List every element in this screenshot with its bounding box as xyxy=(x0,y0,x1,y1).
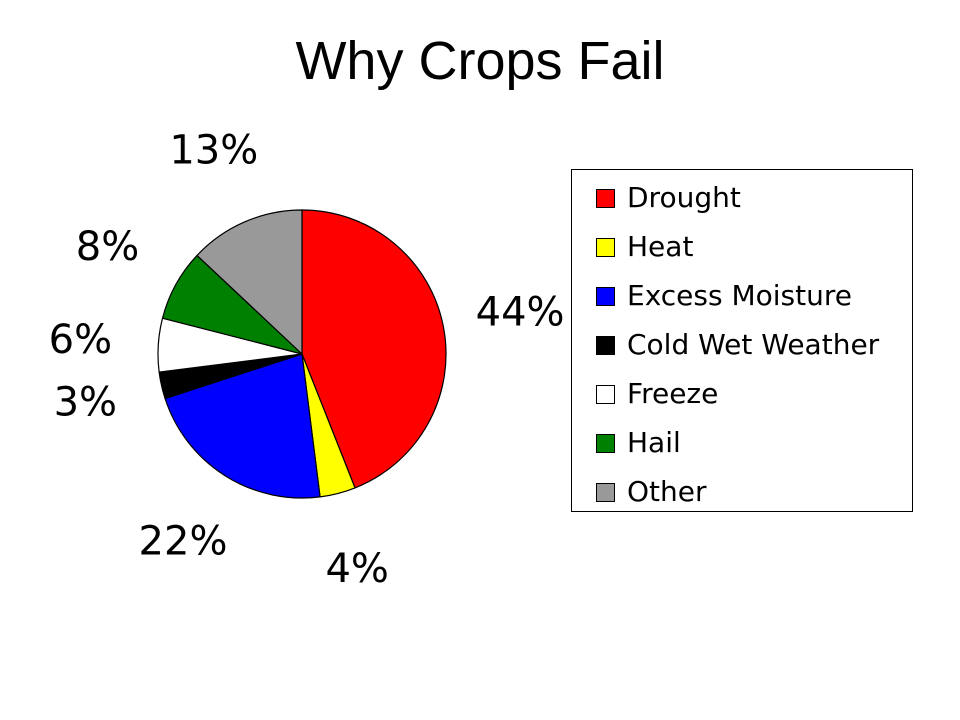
legend-item-hail: Hail xyxy=(596,423,681,463)
legend-item-other: Other xyxy=(596,472,707,512)
legend-swatch-drought xyxy=(596,188,615,208)
legend-label: Excess Moisture xyxy=(627,279,852,312)
pie-slice-drought xyxy=(301,209,447,489)
legend-label: Hail xyxy=(627,426,681,459)
legend-label: Cold Wet Weather xyxy=(627,328,880,361)
data-label-hail: 8% xyxy=(76,224,139,270)
data-label-other: 13% xyxy=(169,127,258,173)
legend-swatch-cold-wet-weather xyxy=(596,335,615,355)
legend-swatch-excess-moisture xyxy=(596,286,615,306)
legend-item-freeze: Freeze xyxy=(596,374,718,414)
legend: Drought Heat Excess Moisture Cold Wet Weath… xyxy=(571,169,913,512)
legend-label: Heat xyxy=(627,230,694,263)
legend-label: Other xyxy=(627,475,707,508)
pie-slice-excess-moisture xyxy=(164,353,321,499)
data-label-excess-moisture: 22% xyxy=(139,518,228,564)
legend-swatch-freeze xyxy=(596,384,615,404)
data-label-drought: 44% xyxy=(476,289,565,335)
legend-item-drought: Drought xyxy=(596,178,741,218)
legend-item-excess-moisture: Excess Moisture xyxy=(596,276,852,316)
legend-swatch-other xyxy=(596,482,615,502)
legend-label: Drought xyxy=(627,181,741,214)
data-label-heat: 4% xyxy=(325,546,388,592)
legend-swatch-hail xyxy=(596,433,615,453)
legend-label: Freeze xyxy=(627,377,719,410)
legend-item-cold-wet-weather: Cold Wet Weather xyxy=(596,325,879,365)
legend-item-heat: Heat xyxy=(596,227,693,267)
legend-swatch-heat xyxy=(596,237,615,257)
data-label-freeze: 6% xyxy=(49,317,112,363)
pie-slice-other xyxy=(196,209,303,355)
data-label-cold-wet-weather: 3% xyxy=(54,379,117,425)
chart-title: Why Crops Fail xyxy=(295,31,665,91)
